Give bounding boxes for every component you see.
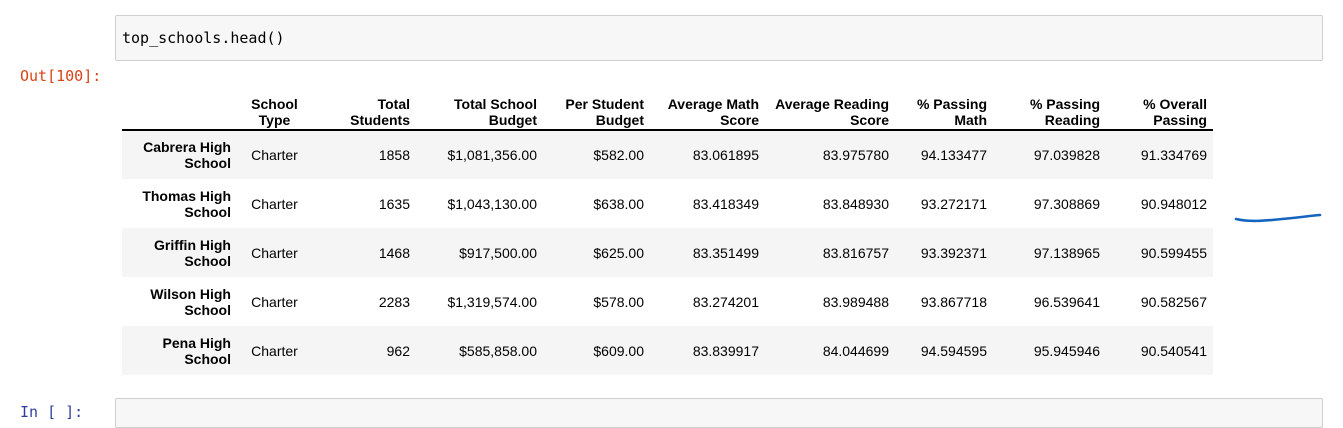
- row-index-label: Cabrera High School: [143, 139, 231, 171]
- table-row: Pena High School Charter 962 $585,858.00 …: [122, 326, 1213, 375]
- annotation-underline: [1234, 213, 1322, 223]
- cell-overall-passing: 90.582567: [1140, 293, 1207, 310]
- cell-average-reading-score: 83.975780: [822, 147, 889, 163]
- row-index-label: Wilson High School: [150, 285, 231, 318]
- cell-average-math-score: 83.418349: [692, 195, 759, 212]
- cell-passing-reading: 96.539641: [1033, 293, 1100, 310]
- row-index-label: Griffin High School: [154, 236, 231, 269]
- cell-total-students: 1468: [378, 244, 410, 261]
- col-header-passing-math: % Passing Math: [895, 88, 993, 131]
- cell-average-math-score: 83.274201: [692, 293, 759, 310]
- output-prompt: Out[100]:: [20, 67, 102, 85]
- cell-overall-passing: 91.334769: [1140, 147, 1207, 163]
- cell-school-type: Charter: [251, 147, 298, 163]
- table-row: Cabrera High School Charter 1858 $1,081,3…: [122, 130, 1213, 179]
- cell-total-students: 1635: [378, 195, 410, 212]
- cell-per-student-budget: $609.00: [593, 342, 644, 359]
- cell-per-student-budget: $625.00: [593, 244, 644, 261]
- cell-passing-reading: 97.039828: [1033, 147, 1100, 163]
- cell-average-reading-score: 84.044699: [822, 342, 889, 359]
- cell-passing-math: 93.392371: [920, 244, 987, 261]
- cell-average-math-score: 83.061895: [692, 147, 759, 163]
- col-header-overall-passing: % Overall Passing: [1106, 88, 1213, 131]
- col-header-total-students: Total Students: [312, 88, 416, 131]
- index-header: [122, 88, 237, 131]
- cell-total-school-budget: $585,858.00: [459, 342, 537, 359]
- cell-school-type: Charter: [251, 342, 298, 359]
- cell-average-reading-score: 83.848930: [822, 195, 889, 212]
- dataframe-table: School Type Total Students Total School Bud…: [122, 88, 1213, 375]
- cell-total-students: 2283: [378, 293, 410, 310]
- cell-passing-math: 93.272171: [920, 195, 987, 212]
- col-header-school-type: School Type: [237, 88, 312, 131]
- annotation-stroke: [1234, 213, 1322, 223]
- cell-overall-passing: 90.599455: [1140, 244, 1207, 261]
- cell-school-type: Charter: [251, 195, 298, 212]
- cell-passing-math: 94.594595: [920, 342, 987, 359]
- cell-average-math-score: 83.839917: [692, 342, 759, 359]
- cell-average-reading-score: 83.989488: [822, 293, 889, 310]
- col-header-average-math-score: Average Math Score: [650, 88, 765, 131]
- header-row: School Type Total Students Total School Bud…: [122, 88, 1213, 131]
- row-index-label: Pena High School: [162, 334, 231, 367]
- next-cell-prompt: In [ ]:: [20, 403, 84, 421]
- code-text[interactable]: top_schools.head(): [122, 29, 285, 47]
- cell-passing-math: 93.867718: [920, 293, 987, 310]
- cell-per-student-budget: $578.00: [593, 293, 644, 310]
- cell-average-reading-score: 83.816757: [822, 244, 889, 261]
- cell-total-school-budget: $1,319,574.00: [447, 293, 537, 310]
- cell-passing-reading: 97.308869: [1033, 195, 1100, 212]
- row-index-label: Thomas High School: [142, 187, 231, 220]
- table-row: Wilson High School Charter 2283 $1,319,57…: [122, 277, 1213, 326]
- col-header-average-reading-score: Average Reading Score: [765, 88, 895, 131]
- input-cell[interactable]: top_schools.head(): [115, 15, 1323, 61]
- cell-total-school-budget: $1,081,356.00: [447, 147, 537, 163]
- cell-per-student-budget: $582.00: [593, 147, 644, 163]
- cell-school-type: Charter: [251, 244, 298, 261]
- cell-total-students: 1858: [378, 147, 410, 163]
- col-header-passing-reading: % Passing Reading: [993, 88, 1106, 131]
- cell-passing-math: 94.133477: [920, 147, 987, 163]
- cell-total-students: 962: [386, 342, 410, 359]
- cell-overall-passing: 90.948012: [1140, 195, 1207, 212]
- cell-school-type: Charter: [251, 293, 298, 310]
- cell-total-school-budget: $1,043,130.00: [447, 195, 537, 212]
- cell-passing-reading: 95.945946: [1033, 342, 1100, 359]
- cell-total-school-budget: $917,500.00: [459, 244, 537, 261]
- cell-overall-passing: 90.540541: [1140, 342, 1207, 359]
- col-header-per-student-budget: Per Student Budget: [543, 88, 650, 131]
- cell-average-math-score: 83.351499: [692, 244, 759, 261]
- cell-per-student-budget: $638.00: [593, 195, 644, 212]
- next-input-cell[interactable]: [115, 398, 1323, 428]
- cell-passing-reading: 97.138965: [1033, 244, 1100, 261]
- table-row: Thomas High School Charter 1635 $1,043,13…: [122, 179, 1213, 228]
- table-row: Griffin High School Charter 1468 $917,500…: [122, 228, 1213, 277]
- col-header-total-school-budget: Total School Budget: [416, 88, 543, 131]
